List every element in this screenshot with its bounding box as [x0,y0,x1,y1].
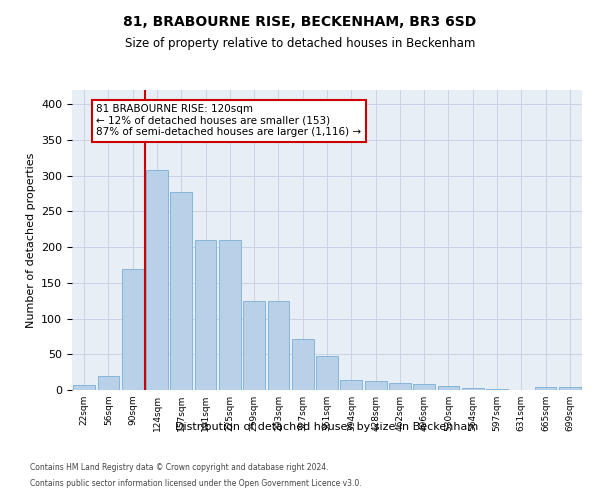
Text: 81 BRABOURNE RISE: 120sqm
← 12% of detached houses are smaller (153)
87% of semi: 81 BRABOURNE RISE: 120sqm ← 12% of detac… [96,104,361,138]
Text: 81, BRABOURNE RISE, BECKENHAM, BR3 6SD: 81, BRABOURNE RISE, BECKENHAM, BR3 6SD [124,15,476,29]
Text: Distribution of detached houses by size in Beckenham: Distribution of detached houses by size … [175,422,479,432]
Bar [243,300,265,390]
Bar [97,376,119,390]
Y-axis label: Number of detached properties: Number of detached properties [26,152,35,328]
Bar [365,380,386,390]
Bar [559,387,581,390]
Bar [389,383,411,390]
Bar [146,170,168,390]
Bar [170,192,192,390]
Bar [292,338,314,390]
Bar [73,385,95,390]
Bar [219,240,241,390]
Text: Contains HM Land Registry data © Crown copyright and database right 2024.: Contains HM Land Registry data © Crown c… [30,464,329,472]
Bar [194,240,217,390]
Bar [340,380,362,390]
Bar [316,356,338,390]
Bar [462,388,484,390]
Text: Contains public sector information licensed under the Open Government Licence v3: Contains public sector information licen… [30,478,362,488]
Bar [268,300,289,390]
Bar [122,268,143,390]
Text: Size of property relative to detached houses in Beckenham: Size of property relative to detached ho… [125,38,475,51]
Bar [413,384,435,390]
Bar [437,386,460,390]
Bar [535,387,556,390]
